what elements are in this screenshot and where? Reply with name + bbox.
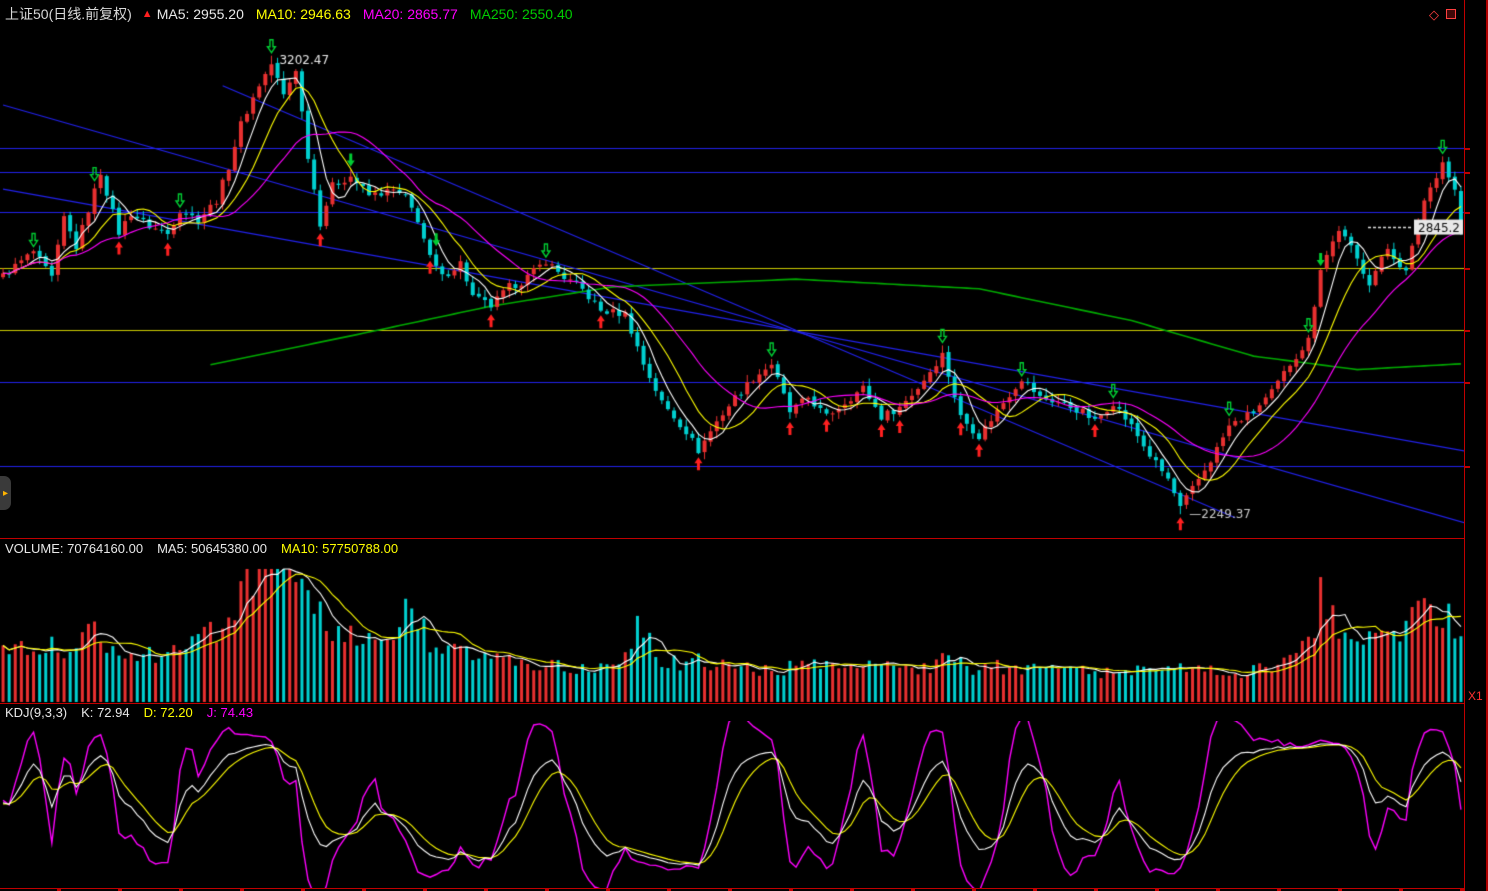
volume-ma10-value: 57750788.00 bbox=[322, 541, 399, 556]
ma20-indicator: MA20: 2865.77 bbox=[363, 6, 458, 22]
pan-arrow-icon: ▸ bbox=[2, 487, 9, 499]
candlestick-chart-canvas[interactable] bbox=[0, 28, 1464, 538]
kdj-name: KDJ(9,3,3) bbox=[5, 705, 68, 720]
kdj-j: J: 74.43 bbox=[207, 705, 253, 720]
price-level-tick bbox=[1465, 382, 1470, 385]
price-level-tick bbox=[1465, 171, 1470, 174]
kdj-d-label: D: bbox=[143, 705, 157, 720]
restore-window-icon[interactable] bbox=[1446, 9, 1456, 19]
ma20-label: MA20: bbox=[362, 6, 404, 22]
time-axis[interactable] bbox=[0, 888, 1464, 891]
volume-value: 70764160.00 bbox=[67, 541, 144, 556]
diamond-icon[interactable]: ◇ bbox=[1429, 6, 1439, 22]
kdj-k-label: K: bbox=[81, 705, 94, 720]
volume-indicator-header: VOLUME: 70764160.00 MA5: 50645380.00 MA1… bbox=[0, 538, 1464, 558]
zoom-level-label: X1 bbox=[1468, 689, 1483, 703]
symbol-title: 上证50(日线.前复权) bbox=[5, 6, 132, 22]
ma5-indicator: MA5: 2955.20 bbox=[157, 6, 244, 22]
kdj-chart-canvas[interactable] bbox=[0, 721, 1464, 888]
volume-chart-canvas[interactable] bbox=[0, 558, 1464, 703]
price-level-tick bbox=[1465, 212, 1470, 215]
ma20-value: 2865.77 bbox=[407, 6, 458, 22]
volume-ma5-value: 50645380.00 bbox=[191, 541, 267, 556]
volume-ma5: MA5: 50645380.00 bbox=[157, 541, 267, 556]
pan-handle[interactable]: ▸ bbox=[0, 476, 11, 510]
ma250-label: MA250: bbox=[469, 6, 519, 22]
buy-signal-icon: ▲ bbox=[141, 8, 153, 20]
kdj-j-label: J: bbox=[206, 705, 217, 720]
kdj-d-value: 72.20 bbox=[160, 705, 193, 720]
ma10-value: 2946.63 bbox=[300, 6, 351, 22]
ma5-value: 2955.20 bbox=[193, 6, 244, 22]
ma5-label: MA5: bbox=[156, 6, 190, 22]
volume-ma10-label: MA10: bbox=[280, 541, 319, 556]
price-level-tick bbox=[1465, 330, 1470, 333]
ma10-label: MA10: bbox=[255, 6, 297, 22]
price-axis-strip[interactable]: X1 bbox=[1464, 0, 1488, 891]
kdj-indicator-header: KDJ(9,3,3) K: 72.94 D: 72.20 J: 74.43 bbox=[0, 703, 1464, 721]
price-level-tick bbox=[1465, 268, 1470, 271]
kdj-j-value: 74.43 bbox=[220, 705, 254, 720]
volume-panel bbox=[0, 558, 1464, 703]
kdj-panel bbox=[0, 721, 1464, 888]
kdj-k-value: 72.94 bbox=[97, 705, 130, 720]
volume-ma5-label: MA5: bbox=[157, 541, 188, 556]
ma250-value: 2550.40 bbox=[521, 6, 573, 22]
price-level-tick bbox=[1465, 148, 1470, 151]
price-level-tick bbox=[1465, 466, 1470, 469]
volume-current: VOLUME: 70764160.00 bbox=[5, 541, 143, 556]
main-chart-panel: ▸ bbox=[0, 28, 1464, 538]
ma10-indicator: MA10: 2946.63 bbox=[256, 6, 351, 22]
volume-ma10: MA10: 57750788.00 bbox=[281, 541, 398, 556]
ma250-indicator: MA250: 2550.40 bbox=[470, 6, 573, 22]
kdj-d: D: 72.20 bbox=[144, 705, 193, 720]
kdj-k: K: 72.94 bbox=[81, 705, 129, 720]
main-indicator-header: 上证50(日线.前复权) ▲ MA5: 2955.20 MA10: 2946.6… bbox=[0, 0, 1464, 28]
volume-label: VOLUME: bbox=[5, 541, 64, 556]
